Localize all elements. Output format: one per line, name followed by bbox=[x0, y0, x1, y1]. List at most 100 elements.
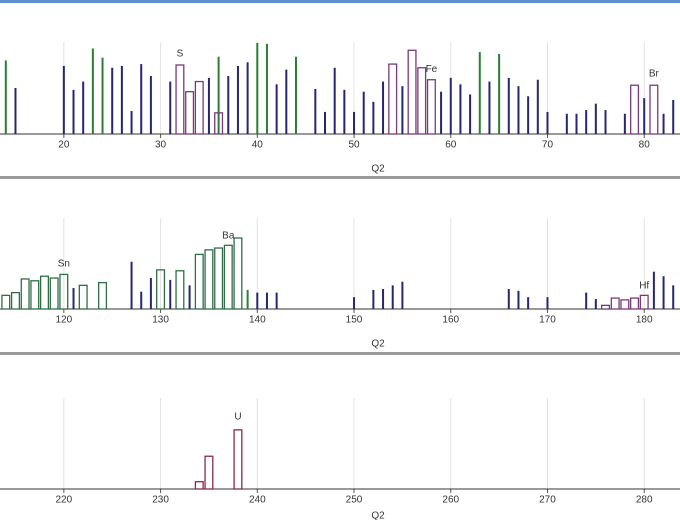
peak-box bbox=[10, 291, 20, 310]
peak-box bbox=[175, 270, 185, 310]
peak-line bbox=[246, 62, 249, 134]
peak-box bbox=[620, 299, 630, 310]
peak-line bbox=[294, 56, 297, 134]
peak-line bbox=[594, 298, 597, 309]
x-tick-label: 50 bbox=[348, 140, 360, 151]
peak-box bbox=[49, 277, 59, 310]
peak-line bbox=[333, 67, 336, 134]
peak-box bbox=[649, 84, 659, 135]
x-tick-label: 230 bbox=[152, 495, 169, 506]
peak-line bbox=[236, 65, 239, 134]
peak-line bbox=[353, 297, 356, 309]
peak-line bbox=[440, 91, 443, 134]
peak-line bbox=[459, 84, 462, 134]
element-label: Ba bbox=[222, 230, 235, 241]
peak-line bbox=[546, 297, 549, 309]
peak-box bbox=[59, 273, 69, 310]
peak-line bbox=[362, 91, 365, 134]
peak-box bbox=[175, 64, 185, 135]
peak-line bbox=[265, 43, 268, 135]
peak-line bbox=[4, 60, 7, 134]
peak-box bbox=[223, 244, 233, 310]
peak-box bbox=[98, 281, 108, 310]
peak-line bbox=[469, 94, 472, 134]
element-label: S bbox=[177, 48, 184, 59]
peak-box bbox=[417, 67, 427, 135]
peak-line bbox=[372, 101, 375, 134]
peak-line bbox=[188, 285, 191, 309]
x-tick-label: 240 bbox=[249, 495, 266, 506]
x-tick-label: 160 bbox=[442, 315, 459, 326]
x-tick-label: 70 bbox=[542, 140, 554, 151]
peak-line bbox=[498, 53, 501, 134]
peak-line bbox=[314, 88, 317, 134]
peak-line bbox=[140, 64, 143, 134]
peak-line bbox=[478, 52, 481, 135]
peak-box bbox=[388, 63, 398, 135]
peak-line bbox=[662, 276, 665, 309]
x-tick-label: 250 bbox=[346, 495, 363, 506]
peak-line bbox=[565, 113, 568, 134]
x-tick-label: 280 bbox=[636, 495, 653, 506]
x-tick-label: 20 bbox=[58, 140, 70, 151]
x-tick-label: 120 bbox=[55, 315, 72, 326]
x-axis-label: Q2 bbox=[371, 164, 385, 175]
x-tick-label: 140 bbox=[249, 315, 266, 326]
peak-box bbox=[233, 237, 243, 310]
peak-line bbox=[14, 88, 17, 134]
peak-line bbox=[91, 48, 94, 134]
peak-line bbox=[585, 292, 588, 309]
peak-line bbox=[353, 111, 356, 134]
peak-line bbox=[82, 81, 85, 134]
peak-line bbox=[517, 86, 520, 134]
x-tick-label: 150 bbox=[346, 315, 363, 326]
peak-line bbox=[275, 292, 278, 309]
x-tick-label: 170 bbox=[539, 315, 556, 326]
peak-line bbox=[507, 288, 510, 309]
peak-line bbox=[140, 291, 143, 309]
panel-separator bbox=[0, 176, 680, 179]
peak-line bbox=[372, 289, 375, 309]
x-tick-label: 180 bbox=[636, 315, 653, 326]
peak-box bbox=[78, 284, 88, 310]
element-label: U bbox=[234, 411, 241, 422]
x-tick-label: 220 bbox=[55, 495, 72, 506]
peak-line bbox=[546, 111, 549, 134]
peak-line bbox=[72, 288, 75, 309]
x-tick-label: 80 bbox=[639, 140, 651, 151]
peak-box bbox=[214, 112, 224, 135]
peak-box bbox=[185, 91, 195, 135]
peak-line bbox=[217, 56, 220, 134]
peak-box bbox=[204, 249, 214, 310]
peak-line bbox=[507, 77, 510, 134]
panel-separator bbox=[0, 352, 680, 355]
peak-line bbox=[391, 285, 394, 309]
peak-line bbox=[275, 84, 278, 134]
peak-box bbox=[610, 297, 620, 310]
peak-line bbox=[149, 278, 152, 309]
peak-box bbox=[214, 247, 224, 310]
peak-box bbox=[1, 294, 11, 310]
peak-box bbox=[156, 269, 166, 310]
element-label: Fe bbox=[426, 64, 438, 75]
peak-box bbox=[233, 429, 243, 490]
peak-line bbox=[169, 279, 172, 309]
peak-line bbox=[517, 290, 520, 309]
peak-line bbox=[62, 65, 65, 134]
peak-line bbox=[265, 292, 268, 309]
x-tick-label: 40 bbox=[252, 140, 264, 151]
peak-line bbox=[207, 77, 210, 134]
peak-box bbox=[630, 84, 640, 135]
x-tick-label: 260 bbox=[442, 495, 459, 506]
peak-line bbox=[227, 76, 230, 134]
x-tick-label: 60 bbox=[445, 140, 457, 151]
x-tick-label: 30 bbox=[155, 140, 167, 151]
peak-line bbox=[652, 271, 655, 309]
peak-line bbox=[604, 110, 607, 134]
peak-line bbox=[672, 285, 675, 309]
peak-line bbox=[130, 261, 133, 309]
peak-line bbox=[343, 89, 346, 134]
peak-line bbox=[382, 81, 385, 134]
peak-line bbox=[256, 42, 259, 134]
peak-line bbox=[285, 69, 288, 134]
